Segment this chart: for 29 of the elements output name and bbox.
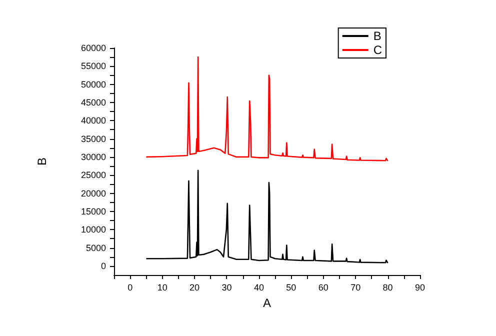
line-series <box>146 170 388 264</box>
y-tick-label: 30000 <box>80 152 106 162</box>
x-tick-label: 10 <box>157 282 168 292</box>
x-tick-label: 20 <box>190 282 200 292</box>
y-tick-label: 60000 <box>80 43 106 53</box>
y-tick-label: 55000 <box>80 61 106 72</box>
x-tick-label: 40 <box>254 282 264 292</box>
y-tick-label: 20000 <box>80 188 106 198</box>
legend-label: C <box>373 43 382 57</box>
x-tick-label: 70 <box>350 282 361 292</box>
y-tick-label: 0 <box>100 260 106 271</box>
x-tick-label: 60 <box>318 282 328 292</box>
y-tick-label: 25000 <box>80 170 106 180</box>
line-series <box>146 56 388 162</box>
x-tick-label: 90 <box>414 282 426 292</box>
x-tick-label: 80 <box>382 282 393 292</box>
y-axis-title: B <box>35 157 49 166</box>
y-tick-label: 10000 <box>80 224 106 235</box>
y-tick-label: 35000 <box>80 134 106 144</box>
y-tick-label: 40000 <box>80 116 106 126</box>
y-tick-label: 50000 <box>80 79 106 90</box>
legend-label: B <box>373 29 382 43</box>
x-tick-label: 0 <box>128 282 133 292</box>
x-tick-label: 30 <box>222 282 232 292</box>
x-axis-title: A <box>262 296 272 310</box>
y-tick-label: 15000 <box>80 206 106 216</box>
x-tick-label: 50 <box>286 282 296 292</box>
y-tick-label: 5000 <box>86 242 106 253</box>
y-tick-label: 45000 <box>80 97 106 108</box>
